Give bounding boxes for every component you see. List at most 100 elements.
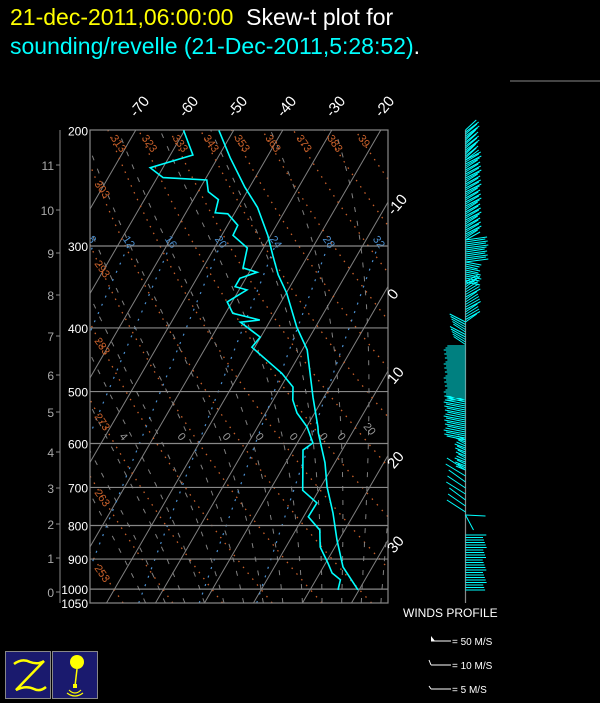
wind-barb <box>449 488 465 500</box>
wind-barb <box>448 494 465 506</box>
height-tick-label: 6 <box>47 369 54 383</box>
dry-adiabat-label: 323 <box>139 133 159 155</box>
balloon-logo-icon <box>52 651 98 699</box>
moist-adiabat-line <box>83 130 263 603</box>
wind-legend-label: = 10 M/S <box>452 661 493 672</box>
legend-barb-icon <box>429 686 431 689</box>
isotherm-right-label: 0 <box>384 286 402 303</box>
isotherm-top-label: -20 <box>371 93 398 121</box>
pressure-tick-label: 1050 <box>61 597 88 611</box>
isotherm-top-label: -70 <box>126 93 153 121</box>
mixing-ratio-line <box>199 246 328 603</box>
isotherm-line <box>204 130 478 603</box>
dry-adiabat-label: 343 <box>201 133 221 155</box>
dry-adiabat-line <box>139 130 471 603</box>
mixing-ratio-label: 32 <box>370 234 387 251</box>
wind-barb <box>446 400 466 404</box>
pressure-tick-label: 500 <box>68 386 88 400</box>
moist-adiabat-label: 0 <box>335 431 348 443</box>
temperature-profile-line <box>219 130 358 590</box>
moist-adiabat-label: 0 <box>175 431 188 443</box>
moist-adiabat-label: 0 <box>220 431 233 443</box>
mixing-ratio-label: 12 <box>120 234 137 251</box>
moist-adiabat-line <box>0 130 185 603</box>
wind-barb <box>446 482 465 494</box>
wind-barb <box>466 314 477 322</box>
wind-barb <box>447 458 466 470</box>
dry-adiabat-label: 353 <box>232 133 252 155</box>
height-tick-label: 0 <box>47 586 54 600</box>
pressure-tick-label: 400 <box>68 322 88 336</box>
pressure-tick-label: 800 <box>68 519 88 533</box>
moist-adiabat-label: 4 <box>117 431 130 443</box>
height-tick-label: 4 <box>47 446 54 460</box>
height-tick-label: 1 <box>47 552 54 566</box>
dry-adiabat-line <box>263 130 600 603</box>
wind-barb <box>449 470 466 482</box>
wind-barb <box>446 414 466 418</box>
dry-adiabat-label: 263 <box>92 487 112 509</box>
pressure-tick-label: 1000 <box>61 583 88 597</box>
wind-barb <box>447 500 466 512</box>
mixing-ratio-line <box>20 246 170 603</box>
pressure-tick-label: 200 <box>68 124 88 138</box>
winds-profile-title: WINDS PROFILE <box>403 606 498 620</box>
dry-adiabat-line <box>232 130 600 603</box>
wind-barb <box>466 515 486 516</box>
dewpoint-profile-line <box>150 130 340 590</box>
wind-barb <box>446 464 466 476</box>
height-tick-label: 7 <box>47 330 54 344</box>
dry-adiabat-label: 373 <box>293 133 313 155</box>
legend-pennant-icon <box>431 636 435 641</box>
mixing-ratio-label: 28 <box>320 234 337 251</box>
moist-adiabat-label: 20 <box>361 421 378 438</box>
dry-adiabat-label: 39 <box>355 133 372 150</box>
isotherm-top-label: -30 <box>322 93 349 121</box>
pressure-tick-label: 300 <box>68 240 88 254</box>
dry-adiabat-line <box>0 130 222 603</box>
moist-adiabat-line <box>335 130 369 603</box>
isotherm-line <box>400 130 600 603</box>
isotherm-line <box>0 130 38 603</box>
moist-adiabat-line <box>5 130 205 603</box>
isotherm-top-label: -50 <box>224 93 251 121</box>
mixing-ratio-line <box>139 246 275 603</box>
isotherm-line <box>0 130 185 603</box>
dry-adiabat-line <box>0 130 123 603</box>
height-tick-label: 8 <box>47 289 54 303</box>
z-logo-icon <box>5 651 51 699</box>
dry-adiabat-label: 283 <box>92 336 112 358</box>
height-tick-label: 11 <box>42 159 55 173</box>
height-tick-label: 2 <box>47 518 54 532</box>
isotherm-top-label: -60 <box>175 93 202 121</box>
isotherm-line <box>106 130 380 603</box>
legend-barb-icon <box>429 660 431 665</box>
wind-barb <box>448 476 466 488</box>
isotherm-top-label: -40 <box>273 93 300 121</box>
pressure-tick-label: 900 <box>68 553 88 567</box>
wind-barb <box>446 428 466 432</box>
dry-adiabat-label: 313 <box>108 133 128 155</box>
height-tick-label: 3 <box>47 482 54 496</box>
moist-adiabat-line <box>160 130 302 603</box>
wind-legend-label: = 50 M/S <box>452 637 493 648</box>
dry-adiabat-line <box>201 130 571 603</box>
dry-adiabat-line <box>170 130 521 603</box>
mixing-ratio-label: 16 <box>162 234 179 251</box>
moist-adiabat-line <box>271 130 343 603</box>
wind-barb <box>466 515 474 530</box>
height-tick-label: 9 <box>47 247 54 261</box>
isotherm-line <box>8 130 282 603</box>
dry-adiabat-line <box>325 130 600 603</box>
pressure-tick-label: 600 <box>68 438 88 452</box>
isotherm-line <box>302 130 576 603</box>
wind-legend-label: = 5 M/S <box>452 685 487 696</box>
dry-adiabat-label: 253 <box>92 563 112 585</box>
pressure-tick-label: 700 <box>68 481 88 495</box>
height-tick-label: 5 <box>47 406 54 420</box>
dry-adiabat-line <box>77 130 372 603</box>
isotherm-line <box>57 130 331 603</box>
isotherm-line <box>0 130 234 603</box>
height-tick-label: 10 <box>41 204 55 218</box>
